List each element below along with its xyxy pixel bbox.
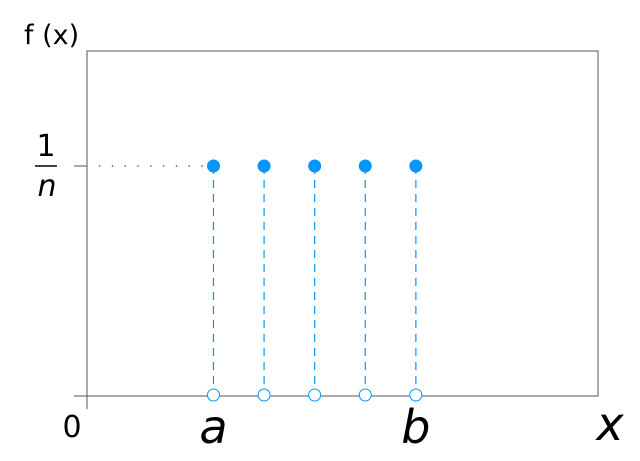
data-point-3 — [308, 159, 322, 173]
x-tick-label-a: a — [199, 400, 227, 454]
x-tick-label-b: b — [401, 400, 430, 454]
y-axis-label: f (x) — [24, 20, 79, 51]
y-tick-label-numerator: 1 — [36, 129, 55, 164]
plot-frame — [86, 50, 599, 397]
baseline-open-point-3 — [308, 388, 322, 402]
x-axis-label: x — [594, 397, 624, 451]
stem-layer — [212, 166, 417, 396]
data-point-5 — [409, 159, 423, 173]
baseline-open-point-4 — [358, 388, 372, 402]
point-layer — [206, 159, 423, 402]
data-point-1 — [206, 159, 220, 173]
plot-frame-layer — [74, 50, 599, 409]
data-point-2 — [257, 159, 271, 173]
data-point-4 — [358, 159, 372, 173]
baseline-open-point-5 — [409, 388, 423, 402]
y-tick-label-denominator: n — [37, 169, 56, 204]
baseline-open-point-1 — [206, 388, 220, 402]
origin-label: 0 — [62, 410, 81, 445]
baseline-open-point-2 — [257, 388, 271, 402]
